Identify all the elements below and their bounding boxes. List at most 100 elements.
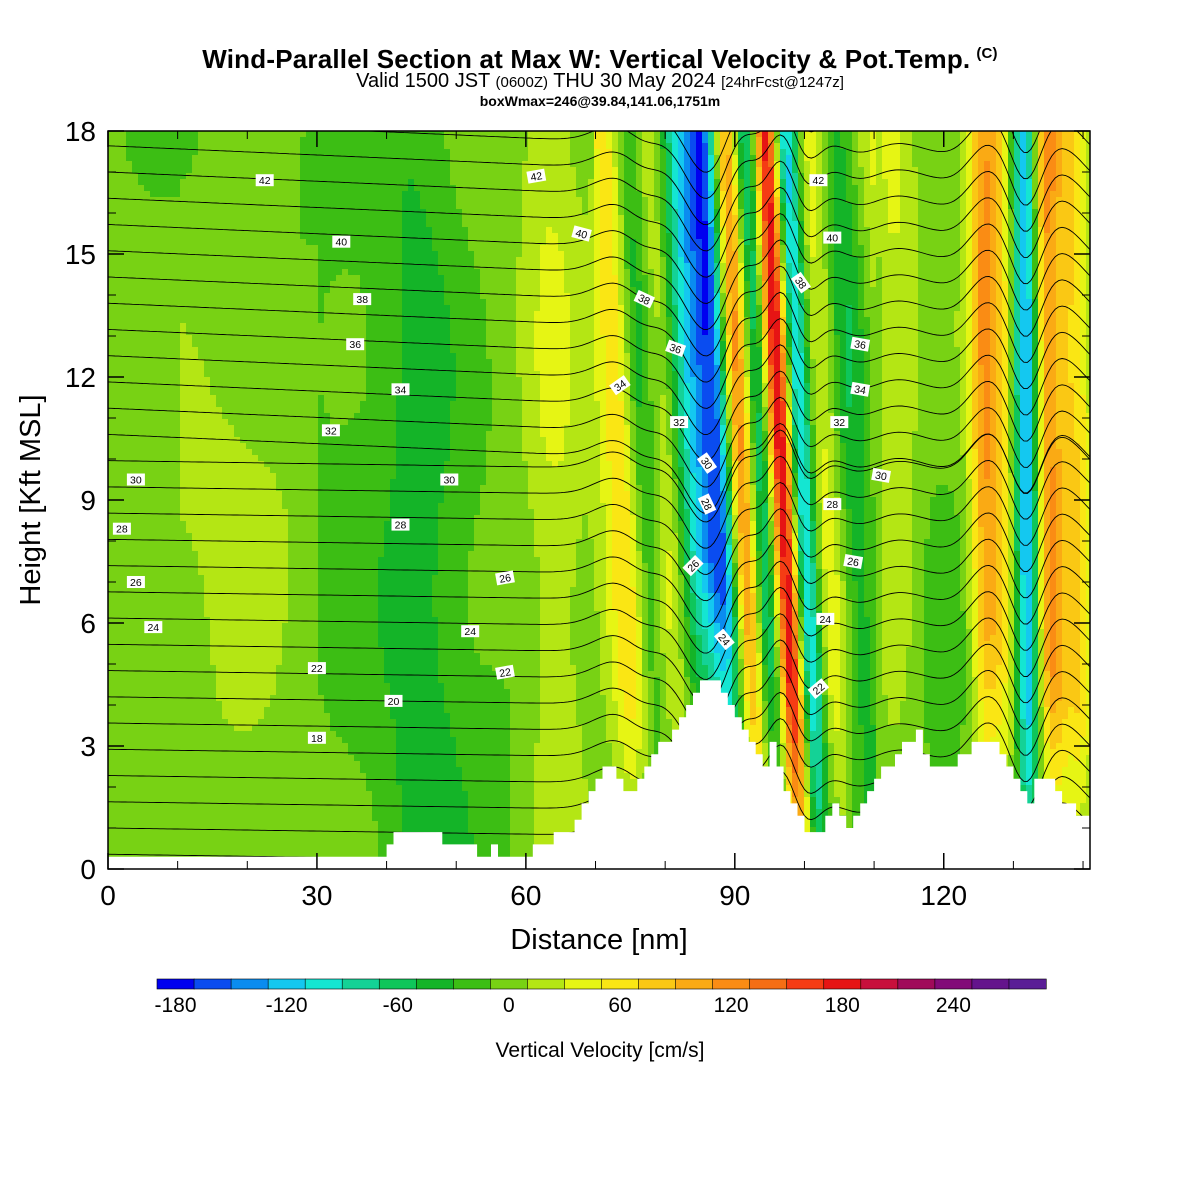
- y-tick-label: 3: [80, 731, 96, 762]
- theta-label: 34: [391, 383, 410, 396]
- theta-label: 32: [830, 416, 849, 429]
- theta-label-text: 40: [335, 237, 347, 249]
- colorbar-swatch: [230, 978, 269, 990]
- x-tick-label: 90: [719, 880, 750, 911]
- theta-label-text: 30: [874, 469, 888, 483]
- theta-label: 22: [495, 664, 515, 680]
- theta-label-text: 34: [853, 383, 867, 397]
- theta-contour-35: [108, 318, 1090, 409]
- theta-label-text: 28: [698, 497, 714, 513]
- theta-label: 34: [609, 375, 631, 396]
- theta-contour-34: [108, 344, 1090, 436]
- theta-label: 40: [332, 235, 351, 249]
- theta-label-text: 26: [498, 572, 512, 586]
- theta-label-text: 34: [395, 384, 407, 396]
- theta-contour-33: [108, 370, 1090, 462]
- theta-label: 36: [850, 336, 871, 352]
- theta-label: 24: [816, 612, 835, 626]
- colorbar-swatch: [527, 978, 566, 990]
- theta-label: 26: [843, 554, 864, 569]
- subtitle-date: THU 30 May 2024: [553, 70, 715, 92]
- contour-labels: 42 40 38 36 34 32 30 28 26 24 22 20 18 30 28 26 24 22 42 40…: [112, 168, 892, 745]
- colorbar-swatch: [971, 978, 1010, 990]
- theta-label-text: 42: [813, 175, 825, 187]
- theta-label: 26: [126, 576, 145, 589]
- theta-label: 22: [807, 678, 830, 699]
- theta-label-text: 38: [636, 292, 652, 308]
- colorbar-tick-label: 0: [503, 994, 515, 1017]
- theta-label: 42: [809, 174, 828, 187]
- theta-label: 26: [495, 570, 515, 586]
- theta-contour-43: [357, 131, 1090, 199]
- theta-contour-28: [108, 482, 1090, 575]
- theta-label: 28: [391, 518, 410, 532]
- theta-label-text: 32: [325, 425, 337, 437]
- colorbar-swatch: [1008, 978, 1047, 990]
- y-tick-label: 9: [80, 485, 96, 516]
- theta-label: 42: [255, 174, 274, 187]
- theta-label-text: 36: [668, 342, 683, 357]
- subtitle-valid: Valid 1500 JST: [356, 70, 490, 92]
- theta-label-text: 32: [673, 417, 685, 429]
- chart-title: Wind-Parallel Section at Max W: Vertical…: [0, 44, 1200, 75]
- vertical-velocity-field: [108, 131, 1090, 869]
- x-tick-label: 0: [100, 880, 116, 911]
- y-tick-label: 18: [65, 116, 96, 147]
- chart-title-text: Wind-Parallel Section at Max W: Vertical…: [202, 44, 970, 74]
- colorbar-swatch: [156, 978, 195, 990]
- y-axis-label: Height [Kft MSL]: [15, 394, 47, 605]
- terrain: [108, 680, 1090, 869]
- theta-label: 20: [384, 694, 403, 708]
- theta-contour-24: [108, 586, 1090, 680]
- colorbar-swatch: [564, 978, 603, 990]
- theta-contour-23: [108, 613, 1090, 707]
- theta-label: 32: [321, 424, 340, 437]
- colorbar-swatch: [304, 978, 343, 990]
- colorbar-swatch: [415, 978, 454, 990]
- theta-label: 40: [571, 225, 592, 242]
- theta-label-text: 26: [130, 577, 142, 589]
- theta-label: 32: [670, 416, 689, 429]
- potential-temperature-contours: [108, 131, 1090, 869]
- theta-label-text: 38: [356, 294, 368, 306]
- colorbar-tick-label: 180: [825, 994, 860, 1017]
- theta-label: 26: [682, 554, 704, 577]
- theta-label: 28: [823, 498, 842, 511]
- colorbar-swatch: [786, 978, 825, 990]
- colorbar-tick-label: 60: [608, 994, 631, 1017]
- theta-label: 30: [126, 473, 145, 487]
- theta-label: 36: [346, 338, 365, 351]
- colorbar-swatch: [712, 978, 751, 990]
- theta-contour-32: [108, 396, 1090, 488]
- theta-label: 30: [871, 467, 892, 483]
- colorbar-swatch: [193, 978, 232, 990]
- x-tick-label: 120: [920, 880, 967, 911]
- theta-contour-25: [108, 560, 1090, 654]
- theta-label: 38: [790, 271, 812, 294]
- theta-contour-36: [108, 291, 1090, 383]
- x-tick-label: 30: [301, 880, 332, 911]
- theta-contour-29: [108, 455, 1090, 549]
- theta-contour-27: [108, 508, 1090, 602]
- theta-label-text: 32: [833, 417, 845, 429]
- y-tick-label: 15: [65, 239, 96, 270]
- theta-contour-37: [108, 265, 1090, 357]
- colorbar-swatch: [453, 978, 491, 990]
- theta-label-text: 24: [819, 614, 831, 626]
- theta-contour-31: [108, 423, 1090, 514]
- theta-label: 24: [144, 621, 163, 634]
- colorbar-swatch: [897, 978, 936, 990]
- colorbar-tick-label: -60: [383, 994, 413, 1017]
- colorbar-swatch: [267, 978, 306, 990]
- theta-label-text: 24: [464, 626, 476, 638]
- x-tick-label: 60: [510, 880, 541, 911]
- theta-label-text: 20: [388, 696, 400, 708]
- colorbar-label: Vertical Velocity [cm/s]: [496, 1039, 705, 1062]
- colorbar-tick-label: 120: [714, 994, 749, 1017]
- theta-label: 24: [714, 628, 735, 651]
- colorbar-swatch: [860, 978, 899, 990]
- theta-label-text: 36: [853, 338, 867, 352]
- copyright-mark: (C): [976, 45, 997, 62]
- theta-label-text: 40: [826, 233, 838, 245]
